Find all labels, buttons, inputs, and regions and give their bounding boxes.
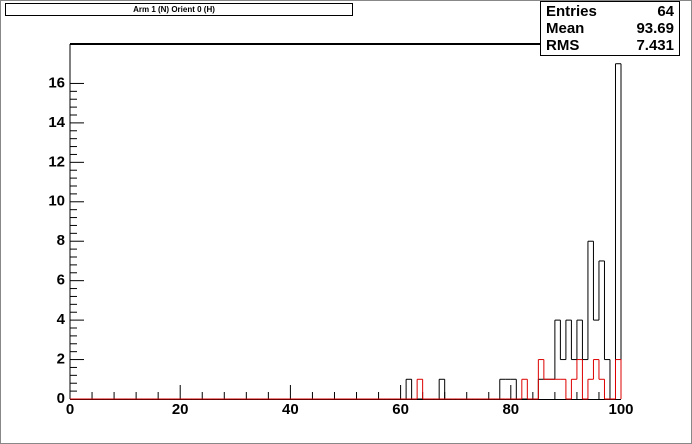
x-tick-label: 20 xyxy=(172,401,189,418)
x-tick-label: 80 xyxy=(502,401,519,418)
stats-label: Entries xyxy=(546,3,597,20)
title-box xyxy=(5,3,353,16)
stats-value: 93.69 xyxy=(636,20,674,37)
x-tick-label: 100 xyxy=(608,401,633,418)
x-tick-label: 60 xyxy=(392,401,409,418)
stats-label: Mean xyxy=(546,20,584,37)
x-tick-label: 0 xyxy=(66,401,74,418)
y-tick-label: 6 xyxy=(57,272,65,289)
y-tick-label: 0 xyxy=(57,390,65,407)
x-tick-label: 40 xyxy=(282,401,299,418)
y-tick-label: 14 xyxy=(48,114,65,131)
chart-title: Arm 1 (N) Orient 0 (H) xyxy=(133,5,215,14)
y-tick-label: 10 xyxy=(48,193,65,210)
y-tick-label: 16 xyxy=(48,74,65,91)
stats-box xyxy=(540,1,680,56)
stats-value: 64 xyxy=(657,3,674,20)
stats-value: 7.431 xyxy=(636,37,674,54)
y-tick-label: 12 xyxy=(48,153,65,170)
stats-label: RMS xyxy=(546,37,579,54)
y-tick-label: 4 xyxy=(57,311,66,328)
y-tick-label: 8 xyxy=(57,232,65,249)
y-tick-label: 2 xyxy=(57,351,65,368)
